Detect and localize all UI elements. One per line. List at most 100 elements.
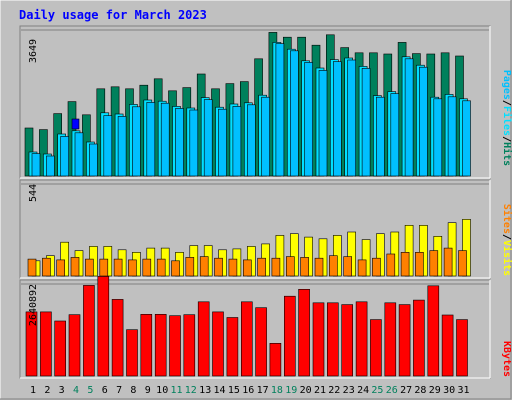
pages-bar-day-5 <box>89 143 98 177</box>
sites-bar-day-4 <box>70 257 80 277</box>
sites-bar-day-9 <box>142 258 152 277</box>
legend-files: Files <box>501 106 512 136</box>
pages-bar-day-6 <box>103 115 113 177</box>
pages-bar-day-3 <box>60 136 70 177</box>
kbytes-bar-day-31 <box>456 319 468 377</box>
kbytes-max-label: 2640892 <box>28 284 39 326</box>
pages-bar-day-9 <box>146 102 156 177</box>
day-label-4: 4 <box>73 385 79 396</box>
sites-bar-day-19 <box>285 256 295 277</box>
hits-files-pages-panel <box>19 25 491 179</box>
pages-bar-day-31 <box>462 100 471 177</box>
kbytes-bar-day-29 <box>427 285 440 377</box>
day-4-marker <box>71 118 80 130</box>
day-label-27: 27 <box>400 385 412 396</box>
legend-sep: / <box>501 100 512 106</box>
pages-bar-day-8 <box>132 106 141 177</box>
legend-sep: / <box>501 234 512 240</box>
kbytes-bar-day-26 <box>384 302 397 377</box>
kbytes-bar-day-2 <box>40 311 52 377</box>
day-label-5: 5 <box>87 385 93 396</box>
sites-bar-day-12 <box>185 257 195 277</box>
pages-bar-day-27 <box>404 58 414 177</box>
kbytes-bar-day-28 <box>413 299 425 377</box>
day-label-13: 13 <box>199 385 211 396</box>
day-label-10: 10 <box>156 385 168 396</box>
pages-bar-day-15 <box>232 106 242 177</box>
pages-bar-day-26 <box>390 93 400 177</box>
day-label-15: 15 <box>228 385 240 396</box>
day-label-14: 14 <box>213 385 225 396</box>
kbytes-bar-day-6 <box>97 276 110 377</box>
kbytes-bar-day-4 <box>68 314 81 377</box>
legend-hits-files-pages: Pages/Files/Hits <box>501 70 512 166</box>
kbytes-bar-day-23 <box>341 304 354 377</box>
pages-bar-day-28 <box>419 66 428 177</box>
legend-pages: Pages <box>501 70 512 100</box>
kbytes-bar-day-25 <box>370 319 382 377</box>
day-label-1: 1 <box>30 385 36 396</box>
sites-bar-day-10 <box>156 258 166 277</box>
sites-bar-day-26 <box>386 253 396 277</box>
chart-title: Daily usage for March 2023 <box>19 8 207 22</box>
sites-bar-day-5 <box>85 258 94 277</box>
pages-bar-day-16 <box>247 104 256 177</box>
kbytes-bar-day-11 <box>169 315 181 377</box>
pages-bar-day-22 <box>332 61 342 177</box>
pages-bar-day-23 <box>347 59 357 177</box>
sites-bar-day-7 <box>113 258 123 277</box>
pages-bar-day-10 <box>160 102 170 177</box>
day-label-7: 7 <box>116 385 122 396</box>
hits-max-label: 3649 <box>28 39 39 63</box>
sites-bar-day-25 <box>372 257 381 277</box>
sites-bar-day-13 <box>199 256 209 277</box>
legend-hits: Hits <box>501 142 512 166</box>
pages-bar-day-19 <box>289 50 299 177</box>
visits-max-label: 544 <box>28 184 39 202</box>
day-label-31: 31 <box>457 385 469 396</box>
day-label-3: 3 <box>59 385 65 396</box>
day-label-18: 18 <box>271 385 283 396</box>
kbytes-bar-day-15 <box>226 317 239 377</box>
day-label-19: 19 <box>285 385 297 396</box>
kbytes-bar-day-30 <box>441 314 454 377</box>
pages-bar-day-4 <box>74 132 84 177</box>
kbytes-bar-day-10 <box>154 313 167 377</box>
legend-sep: / <box>501 136 512 142</box>
pages-bar-day-11 <box>175 108 184 177</box>
sites-bar-day-11 <box>171 260 180 277</box>
pages-bar-day-1 <box>31 153 41 177</box>
sites-bar-day-18 <box>271 257 281 277</box>
legend-sites: Sites <box>501 204 512 234</box>
day-label-25: 25 <box>371 385 383 396</box>
sites-bar-day-20 <box>300 257 309 277</box>
sites-bar-day-31 <box>458 250 467 277</box>
kbytes-bar-day-20 <box>298 288 310 377</box>
sites-bar-day-2 <box>42 257 51 277</box>
day-label-26: 26 <box>386 385 398 396</box>
sites-bar-day-29 <box>429 250 439 277</box>
sites-bar-day-16 <box>243 259 252 277</box>
pages-bar-day-13 <box>203 99 213 177</box>
kbytes-bar-day-8 <box>126 329 138 377</box>
pages-bar-day-25 <box>376 96 385 177</box>
kbytes-bar-day-18 <box>269 342 282 377</box>
legend-visits-sites: Sites/Visits <box>501 204 512 276</box>
day-label-24: 24 <box>357 385 369 396</box>
pages-bar-day-17 <box>261 96 270 177</box>
kbytes-panel <box>19 276 491 379</box>
sites-bar-day-23 <box>343 256 353 277</box>
kbytes-bar-day-9 <box>140 313 153 377</box>
pages-bar-day-12 <box>189 109 199 177</box>
pages-bar-day-29 <box>433 98 443 177</box>
sites-bar-day-17 <box>257 257 266 277</box>
kbytes-bar-day-7 <box>111 299 124 377</box>
kbytes-bar-day-1 <box>25 311 38 377</box>
pages-bar-day-18 <box>275 43 285 177</box>
kbytes-bar-day-16 <box>241 301 253 377</box>
day-label-17: 17 <box>257 385 269 396</box>
sites-bar-day-1 <box>27 258 37 277</box>
sites-bar-day-8 <box>128 259 137 277</box>
day-label-2: 2 <box>44 385 50 396</box>
